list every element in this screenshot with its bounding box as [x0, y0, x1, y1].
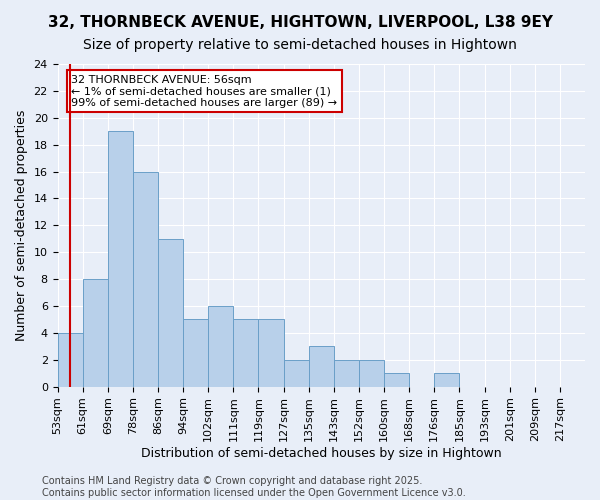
Text: 32 THORNBECK AVENUE: 56sqm
← 1% of semi-detached houses are smaller (1)
99% of s: 32 THORNBECK AVENUE: 56sqm ← 1% of semi-… [71, 75, 337, 108]
Bar [83, 279, 108, 386]
Bar [359, 360, 384, 386]
Text: Contains HM Land Registry data © Crown copyright and database right 2025.
Contai: Contains HM Land Registry data © Crown c… [42, 476, 466, 498]
Y-axis label: Number of semi-detached properties: Number of semi-detached properties [15, 110, 28, 341]
Bar [384, 374, 409, 386]
Bar [208, 306, 233, 386]
Bar [183, 320, 208, 386]
Bar [133, 172, 158, 386]
Bar [58, 333, 83, 386]
X-axis label: Distribution of semi-detached houses by size in Hightown: Distribution of semi-detached houses by … [141, 447, 502, 460]
Bar [108, 131, 133, 386]
Text: 32, THORNBECK AVENUE, HIGHTOWN, LIVERPOOL, L38 9EY: 32, THORNBECK AVENUE, HIGHTOWN, LIVERPOO… [47, 15, 553, 30]
Bar [233, 320, 259, 386]
Bar [158, 239, 183, 386]
Bar [309, 346, 334, 387]
Bar [284, 360, 309, 386]
Text: Size of property relative to semi-detached houses in Hightown: Size of property relative to semi-detach… [83, 38, 517, 52]
Bar [259, 320, 284, 386]
Bar [434, 374, 460, 386]
Bar [334, 360, 359, 386]
